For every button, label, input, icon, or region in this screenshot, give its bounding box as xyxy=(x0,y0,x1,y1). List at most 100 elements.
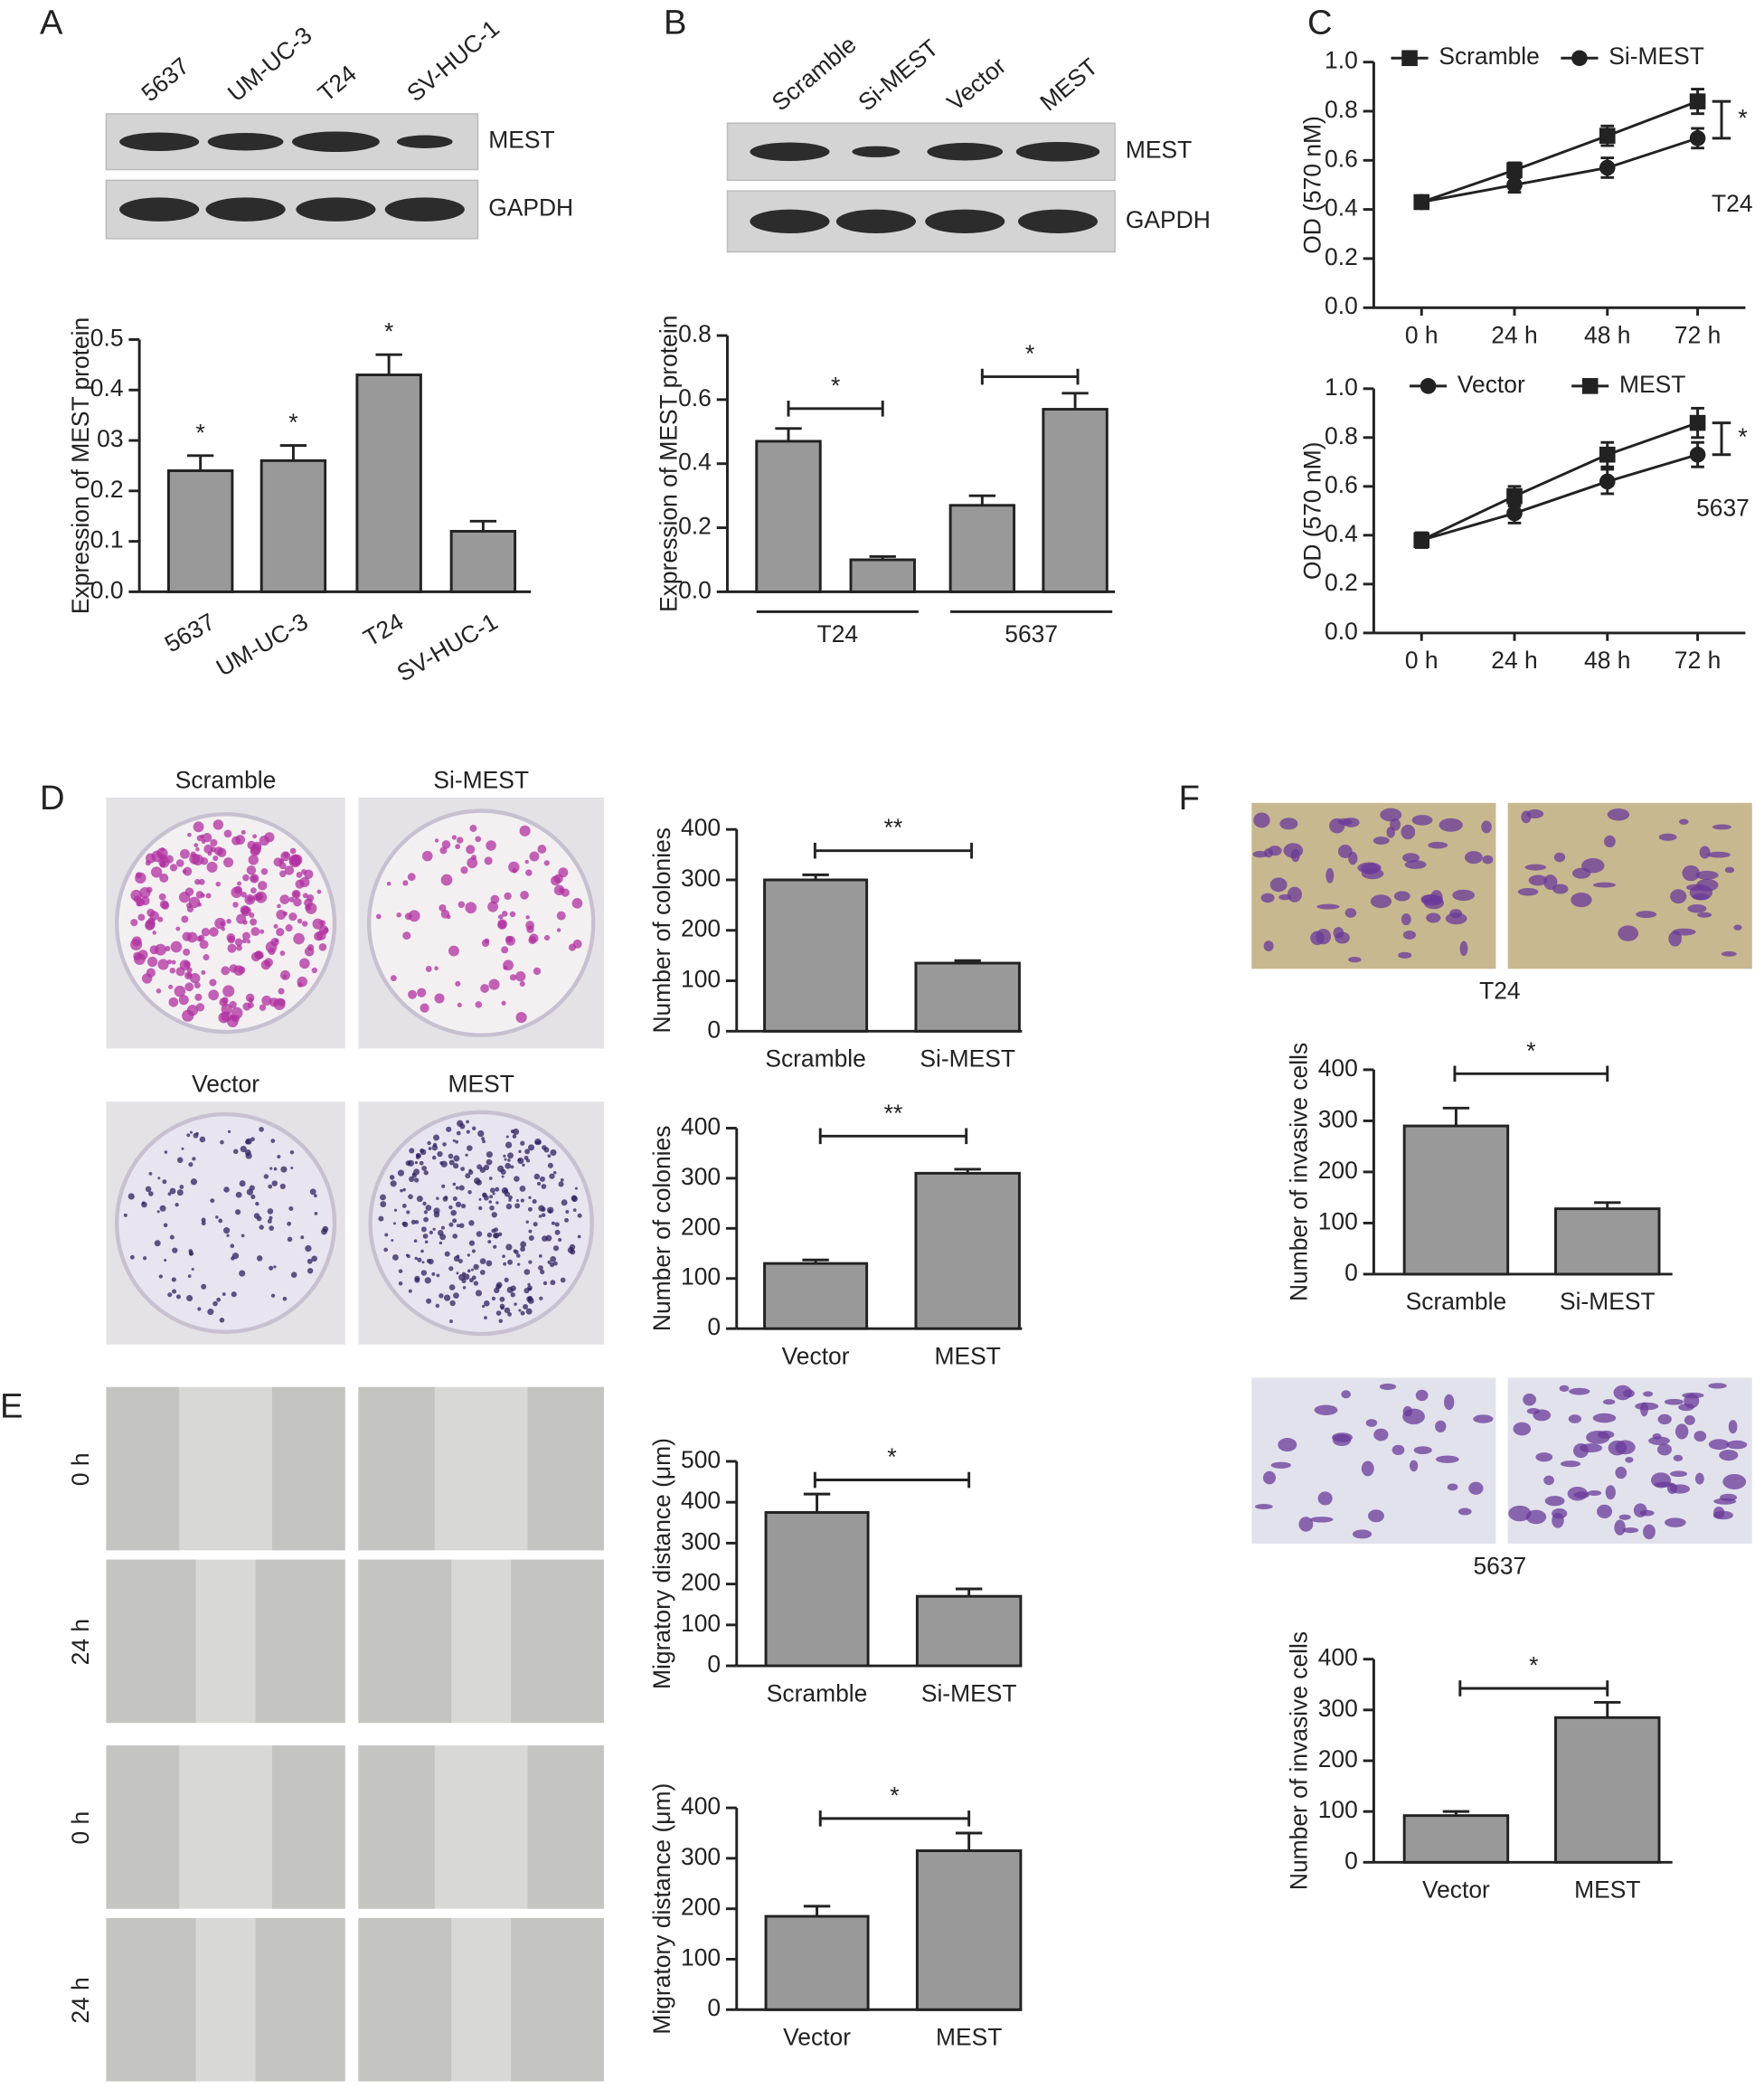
cells-left xyxy=(358,1386,435,1551)
colony xyxy=(431,1144,439,1151)
colony xyxy=(468,1220,475,1226)
colony xyxy=(434,966,439,971)
colony xyxy=(484,1316,487,1320)
x-tick-label: 72 h xyxy=(1674,322,1721,349)
cell xyxy=(1722,1473,1747,1490)
colony xyxy=(193,981,201,989)
cell xyxy=(1452,889,1476,902)
colony xyxy=(483,1300,490,1307)
image-label: MEST xyxy=(448,1070,514,1097)
cell xyxy=(1695,870,1719,880)
colony xyxy=(195,846,200,852)
colony xyxy=(199,940,209,950)
blot-row-label: GAPDH xyxy=(488,194,573,222)
colony xyxy=(519,980,525,987)
colony xyxy=(212,1300,218,1307)
cells-right xyxy=(511,1559,604,1724)
cell xyxy=(1344,908,1357,918)
y-axis-label: Number of invasive cells xyxy=(1286,1631,1313,1890)
cell xyxy=(1684,1394,1700,1409)
marker xyxy=(1413,532,1430,549)
colony xyxy=(507,1152,514,1159)
colony xyxy=(510,1292,515,1298)
colony xyxy=(468,1240,476,1246)
colony xyxy=(180,848,190,859)
colony xyxy=(288,896,295,903)
marker xyxy=(1506,162,1523,178)
colony xyxy=(514,1176,520,1182)
y-tick-label: 100 xyxy=(681,966,721,993)
colony xyxy=(235,1191,242,1198)
colony xyxy=(465,1153,468,1157)
series-line xyxy=(1420,453,1699,542)
colony xyxy=(525,1220,529,1224)
y-tick-label: 0 xyxy=(707,1994,721,2021)
colony xyxy=(289,847,297,855)
colony xyxy=(549,1173,555,1179)
colony xyxy=(439,1241,443,1245)
cell xyxy=(1535,1452,1553,1462)
colony xyxy=(493,1244,497,1249)
x-tick-label: Si-MEST xyxy=(1560,1288,1656,1315)
bar xyxy=(915,1849,1023,2011)
colony xyxy=(257,951,264,959)
colony xyxy=(420,1226,427,1233)
colony xyxy=(171,959,176,965)
colony xyxy=(549,1262,555,1268)
colony xyxy=(241,931,250,941)
blot-band xyxy=(927,142,1004,161)
colony xyxy=(195,1003,205,1012)
cell xyxy=(1402,930,1417,940)
colony xyxy=(497,1232,503,1237)
cell xyxy=(1252,850,1268,858)
x-tick-label: MEST xyxy=(935,1342,1001,1369)
cell xyxy=(1263,848,1274,858)
blot-band xyxy=(119,197,200,222)
colony xyxy=(237,881,242,886)
colony xyxy=(528,1229,533,1234)
colony xyxy=(261,995,272,1006)
bar xyxy=(355,373,422,593)
colony xyxy=(175,926,181,931)
x-tick-label: 5637 xyxy=(160,608,220,657)
colony xyxy=(505,1135,509,1139)
colony xyxy=(509,974,517,981)
cell xyxy=(1365,1419,1378,1427)
colony xyxy=(434,993,445,1004)
panel-letter: E xyxy=(0,1386,23,1425)
colony xyxy=(398,1281,403,1286)
colony xyxy=(467,1269,471,1273)
colony xyxy=(507,1311,512,1317)
colony xyxy=(391,1254,399,1261)
plate xyxy=(114,1111,337,1335)
bar xyxy=(1554,1207,1661,1276)
colony xyxy=(471,1275,476,1281)
colony xyxy=(273,1167,278,1171)
colony xyxy=(458,1185,465,1191)
cell xyxy=(1552,884,1569,894)
error-bar xyxy=(869,554,896,560)
colony xyxy=(203,844,213,854)
cell xyxy=(1712,824,1731,830)
cell xyxy=(1587,1489,1602,1497)
y-tick-label: 0 xyxy=(707,1313,721,1340)
colony xyxy=(423,1216,429,1223)
blot-band xyxy=(207,132,284,151)
colony xyxy=(482,1193,486,1196)
colony xyxy=(504,892,512,901)
colony xyxy=(378,1215,384,1222)
cell xyxy=(1420,894,1444,906)
colony xyxy=(293,897,302,907)
cell xyxy=(1459,941,1468,957)
y-axis-label: OD (570 nM) xyxy=(1298,442,1325,581)
y-tick-label: 200 xyxy=(681,1894,721,1921)
colony xyxy=(285,924,293,932)
colony xyxy=(421,1166,427,1171)
significance: * xyxy=(384,318,393,345)
y-tick-label: 0.4 xyxy=(1325,194,1358,222)
colony xyxy=(452,1234,458,1239)
colony xyxy=(514,1203,521,1209)
colony xyxy=(481,1137,486,1141)
colony xyxy=(497,920,507,930)
colony xyxy=(186,972,192,978)
